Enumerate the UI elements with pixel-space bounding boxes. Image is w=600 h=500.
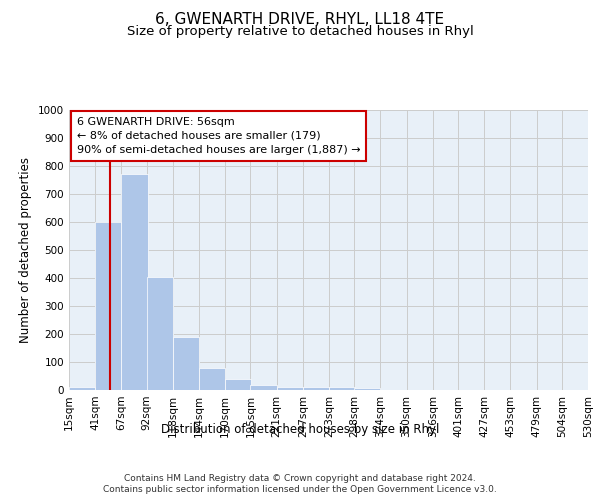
Bar <box>95 222 121 390</box>
Bar <box>250 385 277 390</box>
Text: Contains HM Land Registry data © Crown copyright and database right 2024.: Contains HM Land Registry data © Crown c… <box>124 474 476 483</box>
Bar <box>146 276 173 390</box>
Bar <box>225 380 251 390</box>
Text: 6, GWENARTH DRIVE, RHYL, LL18 4TE: 6, GWENARTH DRIVE, RHYL, LL18 4TE <box>155 12 445 28</box>
Bar <box>69 386 95 390</box>
Bar <box>277 386 303 390</box>
Bar <box>199 368 225 390</box>
Bar <box>121 174 148 390</box>
Text: Size of property relative to detached houses in Rhyl: Size of property relative to detached ho… <box>127 25 473 38</box>
Y-axis label: Number of detached properties: Number of detached properties <box>19 157 32 343</box>
Bar <box>173 337 199 390</box>
Text: Contains public sector information licensed under the Open Government Licence v3: Contains public sector information licen… <box>103 485 497 494</box>
Text: Distribution of detached houses by size in Rhyl: Distribution of detached houses by size … <box>161 422 439 436</box>
Bar <box>329 386 355 390</box>
Text: 6 GWENARTH DRIVE: 56sqm
← 8% of detached houses are smaller (179)
90% of semi-de: 6 GWENARTH DRIVE: 56sqm ← 8% of detached… <box>77 117 361 155</box>
Bar <box>354 388 380 390</box>
Bar <box>303 386 329 390</box>
